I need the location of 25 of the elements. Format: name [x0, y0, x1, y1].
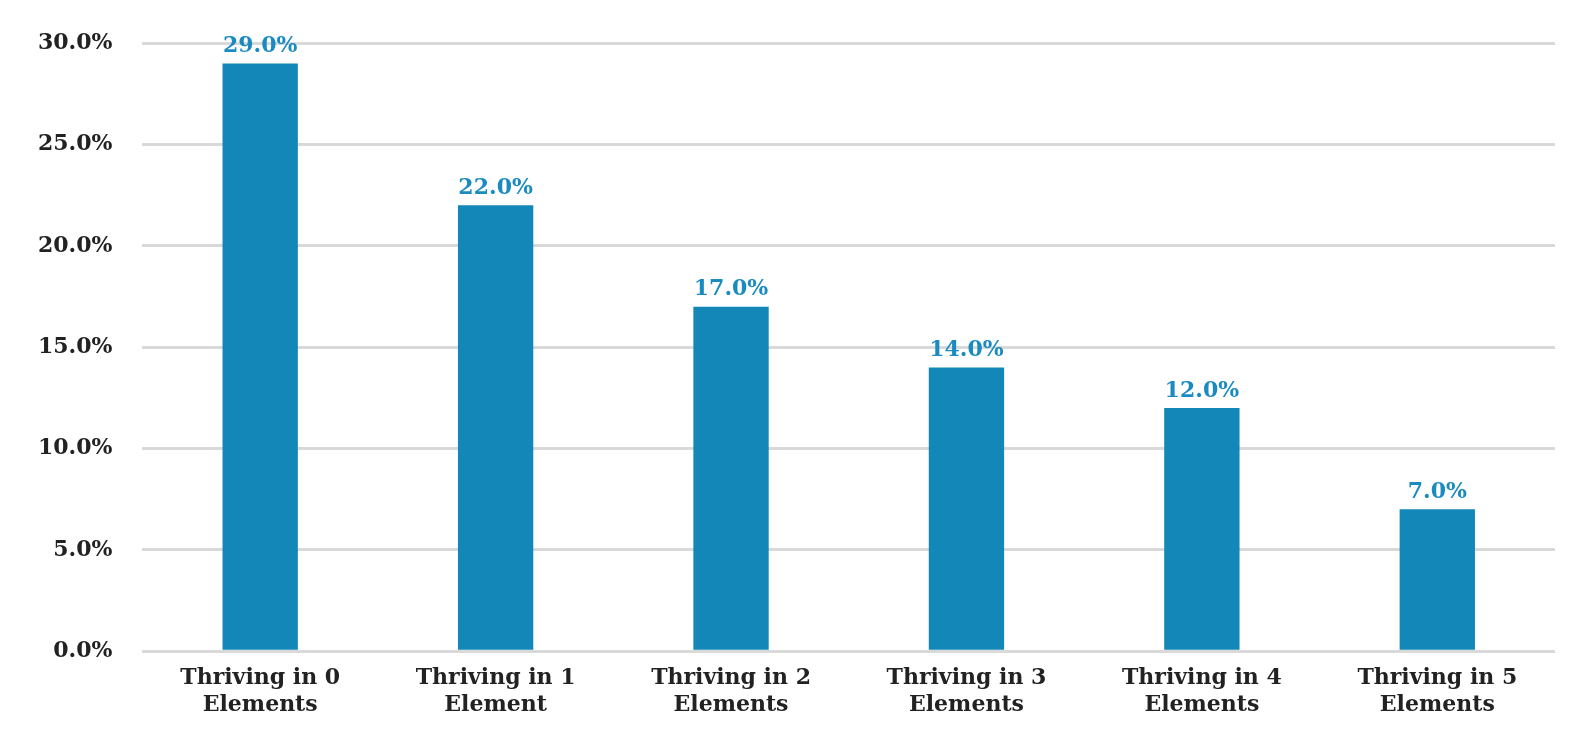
y-tick-label: 5.0% [53, 534, 113, 561]
y-tick-label: 25.0% [37, 129, 113, 156]
x-tick-label: Thriving in 1 Element [415, 663, 576, 716]
bar [457, 205, 534, 650]
bar [693, 306, 769, 650]
y-tick-label: 30.0% [37, 27, 113, 54]
data-label: 17.0% [693, 274, 769, 301]
data-label: 14.0% [929, 335, 1004, 362]
y-tick-label: 10.0% [37, 433, 113, 460]
bar [928, 367, 1005, 650]
data-label: 12.0% [1164, 375, 1240, 402]
x-tick-label: Thriving in 0 Elements [180, 663, 341, 716]
y-tick-label: 0.0% [53, 635, 113, 662]
bar [222, 63, 298, 650]
data-label: 7.0% [1407, 477, 1467, 504]
y-tick-label: 15.0% [37, 331, 113, 358]
x-tick-label: Thriving in 3 Elements [886, 663, 1047, 716]
x-tick-label: Thriving in 4 Elements [1121, 663, 1282, 716]
x-tick-label: Thriving in 2 Elements [651, 663, 811, 716]
bar [1164, 408, 1240, 650]
data-label: 29.0% [222, 31, 298, 58]
data-label: 22.0% [458, 173, 533, 200]
bar [1399, 509, 1475, 650]
y-tick-label: 20.0% [37, 230, 113, 257]
x-tick-label: Thriving in 5 Elements [1357, 663, 1518, 716]
